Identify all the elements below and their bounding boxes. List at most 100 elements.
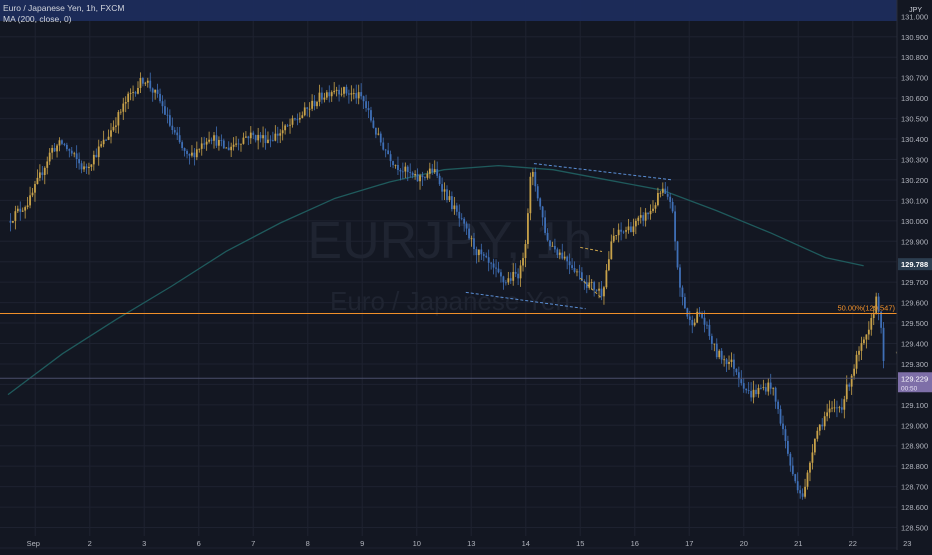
candle-body: [706, 324, 708, 326]
candle-body: [877, 296, 880, 312]
legend-indicator[interactable]: MA (200, close, 0): [3, 13, 72, 24]
candle-body: [26, 205, 29, 208]
candle-body: [615, 235, 618, 236]
candle-body: [870, 318, 873, 330]
candle-body: [164, 106, 166, 115]
candle-body: [291, 118, 294, 125]
candle-body: [237, 143, 240, 145]
candle-body: [703, 317, 706, 325]
candle-body: [556, 249, 559, 255]
x-tick-label: 21: [794, 539, 802, 548]
candle-body: [659, 192, 662, 194]
candle-body: [649, 210, 652, 215]
candle-body: [504, 282, 507, 284]
candle-body: [419, 175, 421, 182]
candle-body: [755, 389, 757, 395]
candle-body: [29, 195, 31, 206]
candle-body: [264, 135, 267, 144]
candle-body: [772, 387, 775, 389]
x-tick-label: 8: [306, 539, 310, 548]
candle-body: [470, 238, 473, 240]
candle-body: [394, 164, 397, 166]
candle-body: [343, 86, 345, 94]
legend: Euro / Japanese Yen, 1h, FXCM MA (200, c…: [3, 3, 124, 24]
candle-body: [90, 164, 93, 167]
y-tick-label: 129.100: [901, 401, 928, 410]
pattern-lower-line: [465, 291, 586, 310]
candle-body: [377, 133, 380, 135]
candle-body: [863, 339, 865, 344]
candle-body: [710, 336, 713, 344]
candle-body: [168, 115, 171, 126]
candle-body: [642, 215, 645, 221]
candle-body: [593, 282, 596, 290]
candle-body: [585, 282, 588, 288]
candle-body: [563, 256, 566, 259]
candle-body: [867, 329, 870, 335]
candle-body: [213, 135, 215, 141]
candle-body: [178, 135, 181, 143]
y-tick-label: 131.000: [901, 12, 928, 21]
fib-50-label: 50.00%(129.547): [837, 303, 895, 312]
candle-body: [610, 241, 613, 260]
x-tick-label: 16: [631, 539, 639, 548]
candle-body: [799, 490, 802, 494]
legend-title[interactable]: Euro / Japanese Yen, 1h, FXCM: [3, 3, 125, 13]
candle-body: [723, 359, 726, 361]
candle-body: [225, 147, 228, 149]
y-axis[interactable]: 131.000 130.900 130.800 130.700 130.600 130.5…: [901, 12, 928, 532]
candle-body: [244, 136, 247, 138]
y-tick-label: 130.900: [901, 33, 928, 42]
candle-body: [576, 271, 578, 273]
candle-body: [350, 93, 353, 95]
candle-body: [534, 171, 537, 187]
candle-body: [443, 189, 446, 192]
candle-body: [549, 240, 551, 247]
candle-body: [637, 217, 640, 221]
candle-body: [279, 133, 282, 136]
candle-body: [524, 243, 527, 259]
candle-body: [588, 282, 591, 288]
candle-body: [465, 223, 468, 229]
x-tick-label: 9: [360, 539, 364, 548]
candle-body: [193, 152, 196, 158]
candle-body: [38, 172, 41, 178]
candle-body: [745, 388, 748, 391]
candle-body: [708, 324, 711, 337]
candle-body: [333, 90, 336, 93]
candle-body: [733, 359, 735, 369]
candle-body: [421, 175, 424, 178]
candle-body: [257, 134, 260, 141]
candle-body: [65, 144, 68, 150]
candle-body: [531, 171, 534, 177]
candle-body: [620, 229, 623, 232]
candle-body: [34, 184, 36, 193]
candle-body: [203, 143, 206, 145]
candle-body: [401, 171, 404, 173]
candle-body: [514, 271, 517, 274]
candle-body: [823, 416, 826, 427]
candle-body: [215, 135, 218, 146]
candle-body: [813, 438, 816, 453]
triangle-upper-line: [580, 246, 603, 252]
horizontal-lines[interactable]: 50.00%(129.547): [0, 303, 897, 379]
candle-body: [409, 172, 412, 173]
candle-body: [80, 163, 83, 170]
candle-body: [360, 92, 363, 97]
candle-body: [232, 144, 235, 147]
candle-body: [791, 465, 794, 475]
candle-body: [487, 257, 490, 263]
candle-body: [627, 226, 630, 231]
candle-body: [750, 390, 753, 398]
watermark-name: Euro / Japanese Yen: [330, 286, 570, 316]
candle-body: [843, 399, 846, 410]
candle-body: [117, 112, 120, 126]
current-price-tag-box: [898, 372, 932, 393]
candle-body: [389, 154, 392, 162]
x-axis[interactable]: Sep 2 3 6 7 8 9 10 13 14 15 16 17 20 21 22 23: [27, 539, 912, 548]
candle-body: [821, 424, 824, 427]
candle-body: [448, 196, 451, 200]
candle-body: [105, 139, 107, 141]
